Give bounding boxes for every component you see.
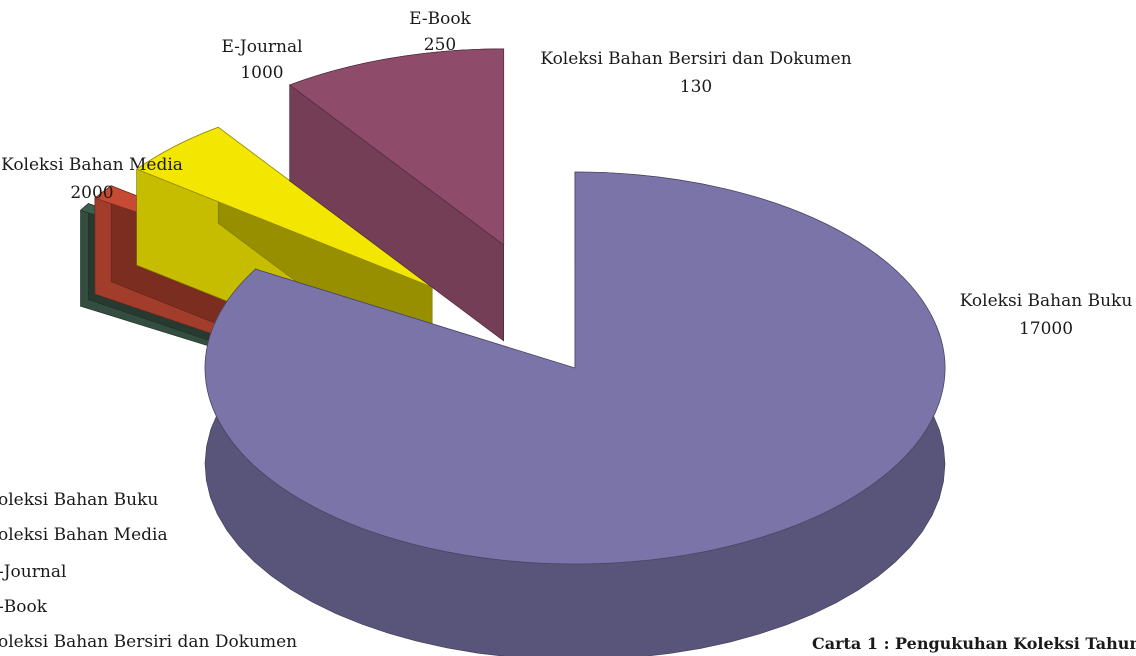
pie-slice-koleksi-bahan-media — [288, 48, 505, 342]
slice-value-e-book: 250 — [424, 35, 456, 55]
pie-slice-top-koleksi-bahan-buku — [204, 171, 946, 565]
slice-label-media: Koleksi Bahan Media — [1, 155, 183, 175]
slice-label-buku: Koleksi Bahan Buku — [960, 291, 1133, 311]
pie-slices — [79, 48, 946, 656]
legend-item-e-journal: -Journal — [0, 562, 66, 582]
slice-label-bersiri: Koleksi Bahan Bersiri dan Dokumen — [540, 49, 851, 69]
slice-value-buku: 17000 — [1019, 319, 1073, 339]
legend-item-e-book: -Book — [0, 597, 48, 617]
legend: oleksi Bahan Buku oleksi Bahan Media -Jo… — [0, 490, 297, 652]
legend-item-buku: oleksi Bahan Buku — [0, 490, 158, 510]
chart-caption: Carta 1 : Pengukuhan Koleksi Tahun 200 — [812, 634, 1136, 653]
slice-value-bersiri: 130 — [680, 77, 712, 97]
pie-slice-top-e-journal — [135, 126, 433, 288]
legend-item-bersiri: oleksi Bahan Bersiri dan Dokumen — [0, 632, 297, 652]
legend-item-media: oleksi Bahan Media — [0, 525, 168, 545]
pie-slice-top-koleksi-bahan-media — [288, 48, 505, 246]
slice-value-media: 2000 — [70, 183, 113, 203]
slice-label-e-journal: E-Journal — [221, 37, 302, 57]
slice-value-e-journal: 1000 — [240, 63, 283, 83]
slice-label-e-book: E-Book — [409, 9, 471, 29]
pie-slice-koleksi-bahan-buku — [204, 171, 946, 656]
